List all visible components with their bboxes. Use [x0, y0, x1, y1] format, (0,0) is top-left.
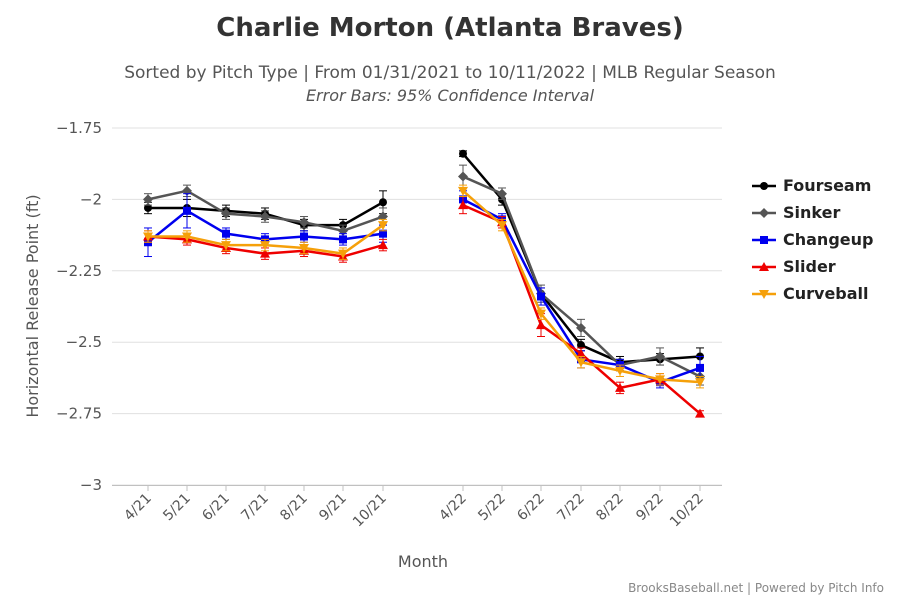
legend-label-fourseam: Fourseam — [783, 176, 871, 195]
grid — [112, 127, 722, 486]
x-tick-label: 10/22 — [667, 491, 707, 531]
data-point-curveball[interactable] — [221, 241, 231, 251]
legend-marker-fourseam[interactable] — [760, 182, 768, 190]
data-point-sinker[interactable] — [260, 211, 270, 222]
chart-title: Charlie Morton (Atlanta Braves) — [216, 13, 683, 43]
legend-label-curveball: Curveball — [783, 284, 869, 303]
series-group — [143, 149, 705, 418]
data-point-changeup[interactable] — [183, 206, 191, 215]
data-point-slider[interactable] — [536, 320, 546, 330]
data-point-curveball[interactable] — [576, 358, 586, 368]
data-point-slider[interactable] — [576, 348, 586, 358]
data-point-changeup[interactable] — [339, 235, 347, 244]
x-tick-label: 6/22 — [514, 491, 548, 525]
chart-subtitle: Sorted by Pitch Type | From 01/31/2021 t… — [124, 63, 776, 83]
data-point-curveball[interactable] — [299, 243, 309, 253]
legend-marker-changeup[interactable] — [760, 236, 768, 244]
legend-label-slider: Slider — [783, 257, 836, 276]
legend-item-changeup[interactable]: Changeup — [752, 230, 873, 249]
y-axis-ticks: −1.75 −2 −2.25 −2.5 −2.75 −3 — [56, 119, 102, 494]
y-tick-label: −2.25 — [56, 262, 102, 280]
data-point-curveball[interactable] — [143, 232, 153, 242]
x-tick-label: 7/21 — [238, 491, 272, 525]
data-point-slider[interactable] — [378, 240, 388, 250]
legend-item-slider[interactable]: Slider — [752, 257, 836, 276]
x-tick-label: 4/22 — [436, 491, 470, 525]
x-tick-label: 7/22 — [554, 491, 588, 525]
x-axis-ticks: 4/21 5/21 6/21 7/21 8/21 9/21 10/21 4/22 5/22 6/2… — [121, 485, 707, 530]
data-point-fourseam[interactable] — [379, 198, 387, 207]
y-tick-label: −3 — [80, 476, 102, 494]
data-point-sinker[interactable] — [458, 171, 468, 182]
data-point-curveball[interactable] — [458, 186, 468, 196]
data-point-curveball[interactable] — [655, 375, 665, 385]
data-point-changeup[interactable] — [696, 363, 704, 372]
x-tick-label: 8/22 — [593, 491, 627, 525]
x-tick-label: 9/21 — [316, 491, 350, 525]
series-line-slider-2022 — [462, 203, 701, 415]
x-tick-label: 8/21 — [277, 491, 311, 525]
x-tick-label: 5/22 — [475, 491, 509, 525]
legend-label-sinker: Sinker — [783, 203, 840, 222]
data-point-slider[interactable] — [458, 200, 468, 210]
data-point-sinker[interactable] — [143, 194, 153, 205]
data-point-changeup[interactable] — [537, 292, 545, 301]
x-tick-label: 9/22 — [633, 491, 667, 525]
x-tick-label: 10/21 — [350, 491, 390, 531]
data-point-curveball[interactable] — [260, 241, 270, 251]
data-point-sinker[interactable] — [497, 188, 507, 199]
x-tick-label: 4/21 — [121, 491, 155, 525]
data-point-curveball[interactable] — [695, 378, 705, 388]
data-point-curveball[interactable] — [615, 366, 625, 376]
data-point-sinker[interactable] — [576, 322, 586, 333]
data-point-fourseam[interactable] — [577, 341, 585, 350]
series-fourseam — [144, 149, 704, 369]
legend-marker-sinker[interactable] — [759, 208, 769, 218]
y-axis-title: Horizontal Release Point (ft) — [23, 194, 42, 417]
y-tick-label: −1.75 — [56, 119, 102, 137]
data-point-changeup[interactable] — [300, 232, 308, 241]
legend-item-curveball[interactable]: Curveball — [752, 284, 869, 303]
y-tick-label: −2.5 — [66, 333, 102, 351]
data-point-slider[interactable] — [260, 248, 270, 258]
y-tick-label: −2 — [80, 190, 102, 208]
legend-label-changeup: Changeup — [783, 230, 873, 249]
data-point-curveball[interactable] — [182, 232, 192, 242]
data-point-curveball[interactable] — [497, 221, 507, 231]
data-point-sinker[interactable] — [221, 208, 231, 219]
data-point-changeup[interactable] — [379, 229, 387, 238]
data-point-slider[interactable] — [695, 408, 705, 418]
series-curveball — [143, 184, 705, 389]
x-tick-label: 5/21 — [160, 491, 194, 525]
credit-text[interactable]: BrooksBaseball.net | Powered by Pitch In… — [628, 581, 884, 595]
data-point-fourseam[interactable] — [144, 203, 152, 212]
data-point-curveball[interactable] — [536, 309, 546, 319]
data-point-changeup[interactable] — [222, 229, 230, 238]
legend-item-sinker[interactable]: Sinker — [752, 203, 840, 222]
x-tick-label: 6/21 — [199, 491, 233, 525]
data-point-slider[interactable] — [615, 382, 625, 392]
legend-marker-slider[interactable] — [759, 262, 769, 271]
legend-item-fourseam[interactable]: Fourseam — [752, 176, 871, 195]
data-point-sinker[interactable] — [299, 217, 309, 228]
chart-subtitle-error-bars: Error Bars: 95% Confidence Interval — [306, 86, 595, 105]
series-sinker — [143, 164, 705, 386]
x-axis-title: Month — [398, 552, 448, 571]
data-point-curveball[interactable] — [378, 221, 388, 231]
y-tick-label: −2.75 — [56, 405, 102, 423]
legend: Fourseam Sinker Changeup Slider Curveball — [752, 176, 873, 303]
legend-marker-curveball[interactable] — [759, 290, 769, 299]
data-point-fourseam[interactable] — [459, 149, 467, 158]
data-point-curveball[interactable] — [338, 249, 348, 259]
data-point-sinker[interactable] — [655, 351, 665, 362]
